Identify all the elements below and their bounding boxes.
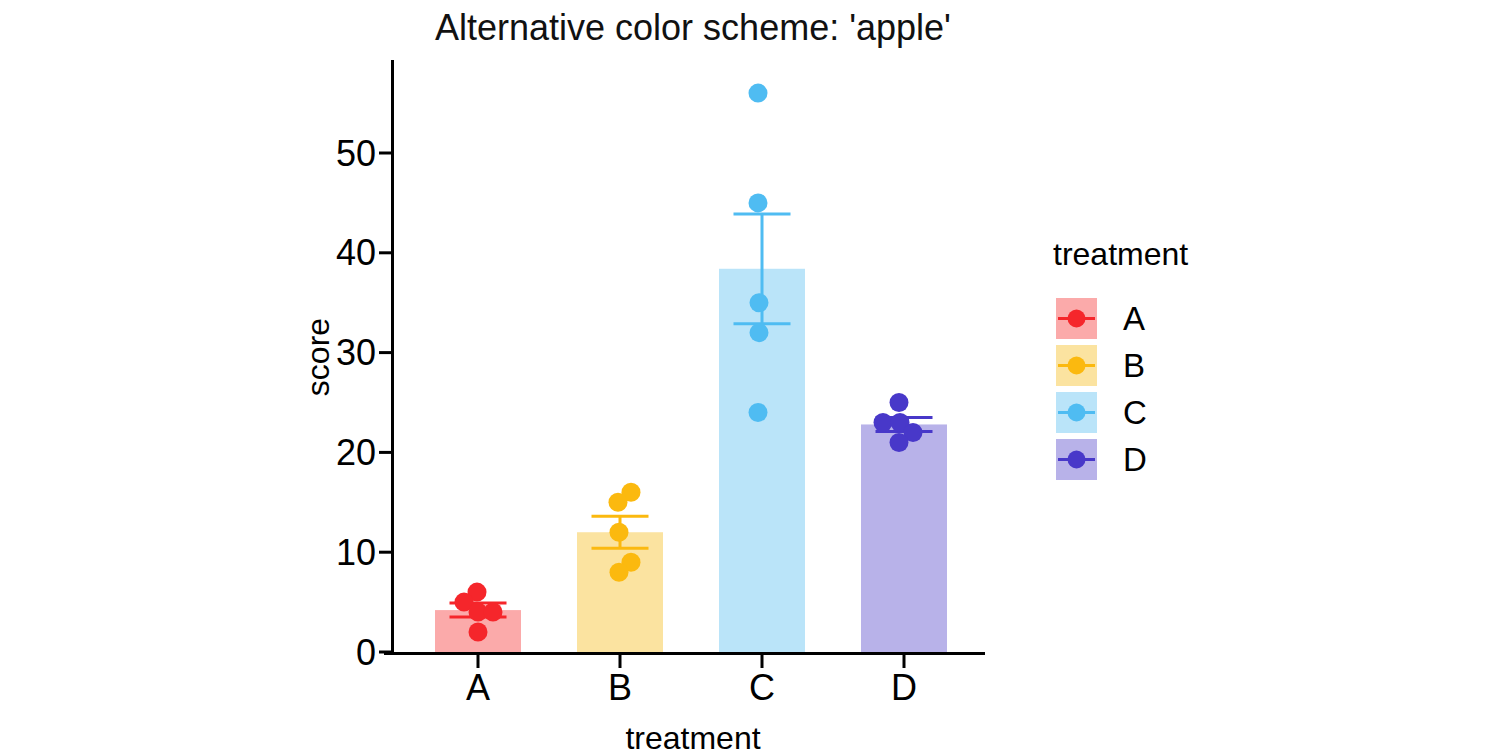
- data-point-C: [749, 84, 768, 103]
- x-tick-label: D: [891, 667, 917, 708]
- legend-title: treatment: [1053, 236, 1188, 273]
- data-point-C: [750, 323, 769, 342]
- legend-item-label: C: [1123, 392, 1147, 433]
- x-tick-label: C: [749, 667, 775, 708]
- data-point-D: [890, 433, 909, 452]
- y-tick-label: 0: [356, 632, 376, 673]
- legend-key-icon: [1056, 345, 1097, 386]
- y-tick-label: 20: [336, 432, 376, 473]
- legend-item-label: B: [1123, 345, 1145, 386]
- legend-item: A: [1056, 298, 1188, 339]
- x-tick-label: B: [608, 667, 632, 708]
- legend-item: D: [1056, 439, 1188, 480]
- data-point-D: [890, 393, 909, 412]
- legend-item: C: [1056, 392, 1188, 433]
- data-point-C: [749, 193, 768, 212]
- data-point-B: [610, 563, 629, 582]
- x-tick-label: A: [466, 667, 490, 708]
- bar-B: [577, 532, 663, 652]
- y-tick-label: 50: [336, 133, 376, 174]
- figure: Alternative color scheme: 'apple' 010203…: [0, 0, 1500, 750]
- legend-key-icon: [1056, 298, 1097, 339]
- legend-key-icon: [1056, 439, 1097, 480]
- data-point-A: [469, 623, 488, 642]
- y-tick-label: 30: [336, 332, 376, 373]
- y-tick-label: 40: [336, 232, 376, 273]
- data-point-C: [749, 403, 768, 422]
- bar-D: [861, 424, 947, 652]
- legend-item: B: [1056, 345, 1188, 386]
- data-point-A: [484, 603, 503, 622]
- y-tick-label: 10: [336, 532, 376, 573]
- plot-area: 01020304050ABCD: [0, 0, 1500, 750]
- x-axis-title: treatment: [393, 720, 993, 750]
- data-point-B: [610, 523, 629, 542]
- data-point-D: [874, 413, 893, 432]
- legend-item-label: D: [1123, 439, 1147, 480]
- legend: treatment ABCD: [1056, 236, 1188, 486]
- legend-item-label: A: [1123, 298, 1145, 339]
- data-point-C: [750, 293, 769, 312]
- legend-items: ABCD: [1056, 298, 1188, 480]
- y-axis-title: score: [300, 318, 337, 396]
- data-point-B: [609, 493, 628, 512]
- legend-key-icon: [1056, 392, 1097, 433]
